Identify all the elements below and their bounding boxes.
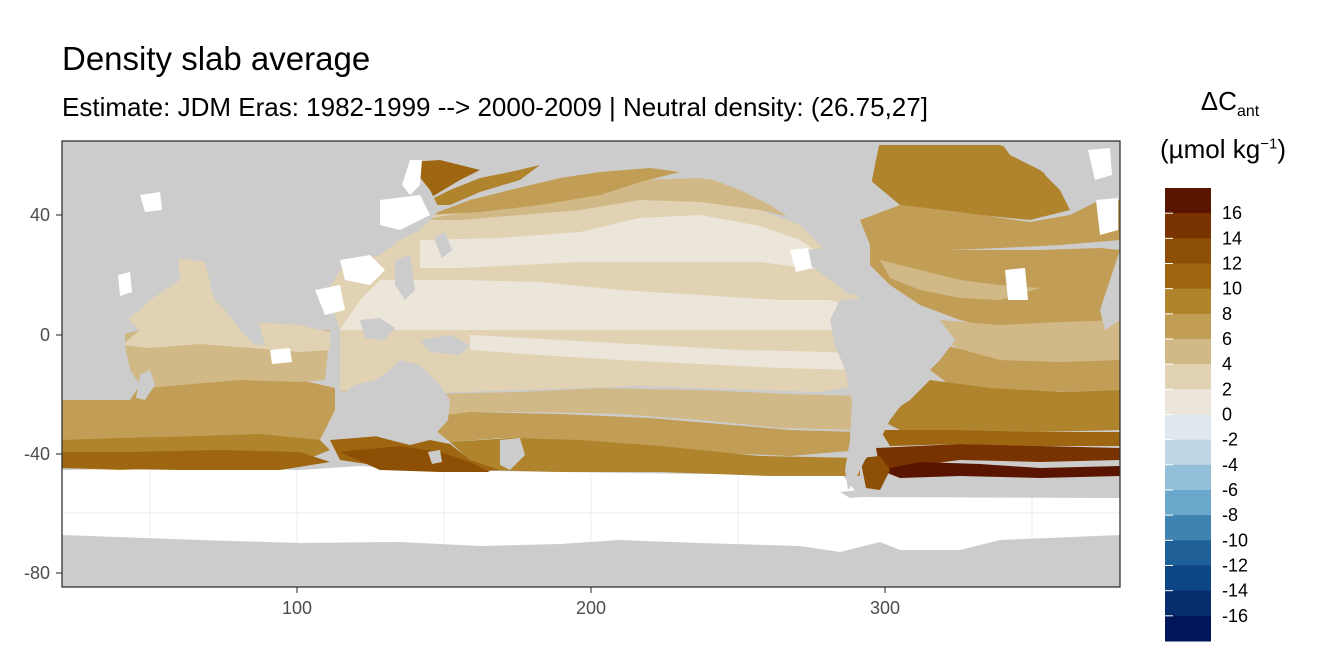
legend-label: 2 xyxy=(1222,379,1232,399)
legend-colorbar xyxy=(1165,188,1211,642)
legend-swatch xyxy=(1165,313,1211,340)
map-layers xyxy=(62,141,1120,587)
legend-title-symbol: ΔC xyxy=(1200,86,1237,116)
legend-labels: 16 14 12 10 8 6 4 2 0 -2 -4 -6 -8 -10 -12 -14 -16 xyxy=(1222,203,1248,626)
pacific-ocean xyxy=(320,160,860,476)
legend-label: -6 xyxy=(1222,480,1238,500)
legend-label: 10 xyxy=(1222,279,1242,299)
legend-swatch xyxy=(1165,464,1211,491)
legend-swatch xyxy=(1165,515,1211,541)
map-subtitle: Estimate: JDM Eras: 1982-1999 --> 2000-2… xyxy=(62,92,928,122)
legend-label: 0 xyxy=(1222,405,1232,425)
legend-swatch xyxy=(1165,490,1211,516)
legend-swatch xyxy=(1165,590,1211,617)
x-tick-label: 300 xyxy=(870,598,900,618)
legend-swatch xyxy=(1165,615,1211,642)
legend-label: 6 xyxy=(1222,329,1232,349)
legend-label: 8 xyxy=(1222,304,1232,324)
legend-swatch xyxy=(1165,339,1211,365)
legend-swatch xyxy=(1165,263,1211,290)
legend-label: -8 xyxy=(1222,505,1238,525)
y-tick-label: 0 xyxy=(40,325,50,345)
legend-swatch xyxy=(1165,540,1211,566)
legend-swatch xyxy=(1165,439,1211,466)
legend-unit-sup: −1 xyxy=(1260,135,1278,153)
x-tick-label: 200 xyxy=(576,598,606,618)
legend-swatch xyxy=(1165,364,1211,390)
legend-swatch xyxy=(1165,389,1211,415)
legend-label: 14 xyxy=(1222,228,1242,248)
legend-label: -10 xyxy=(1222,530,1248,550)
legend-swatch xyxy=(1165,188,1211,214)
legend-label: -14 xyxy=(1222,581,1248,601)
legend-swatch xyxy=(1165,213,1211,239)
legend-swatch xyxy=(1165,288,1211,315)
no-data-band xyxy=(62,466,1120,560)
legend-label: -2 xyxy=(1222,430,1238,450)
indian-ocean xyxy=(62,258,335,470)
legend-label: 16 xyxy=(1222,203,1242,223)
y-tick-label: -80 xyxy=(24,563,50,583)
legend-label: -12 xyxy=(1222,556,1248,576)
legend-swatch xyxy=(1165,414,1211,441)
y-tick-label: -40 xyxy=(24,444,50,464)
axis-ticks xyxy=(56,214,886,593)
atlantic-ocean xyxy=(860,145,1120,490)
x-tick-label: 100 xyxy=(282,598,312,618)
legend-unit: (µmol kg−1) xyxy=(1160,134,1286,165)
legend-label: -4 xyxy=(1222,455,1238,475)
legend-title-subscript: ant xyxy=(1236,103,1260,121)
legend-unit-open: (µmol kg xyxy=(1160,134,1261,164)
legend-swatch xyxy=(1165,238,1211,264)
legend-label: -16 xyxy=(1222,606,1248,626)
legend-label: 4 xyxy=(1222,354,1232,374)
legend-label: 12 xyxy=(1222,254,1242,274)
legend-title: ΔCant xyxy=(1170,86,1290,121)
map-title: Density slab average xyxy=(62,40,371,77)
coastal-no-data xyxy=(118,148,1118,364)
legend-unit-close: ) xyxy=(1277,134,1286,164)
legend-swatch xyxy=(1165,565,1211,592)
y-tick-label: 40 xyxy=(30,205,50,225)
